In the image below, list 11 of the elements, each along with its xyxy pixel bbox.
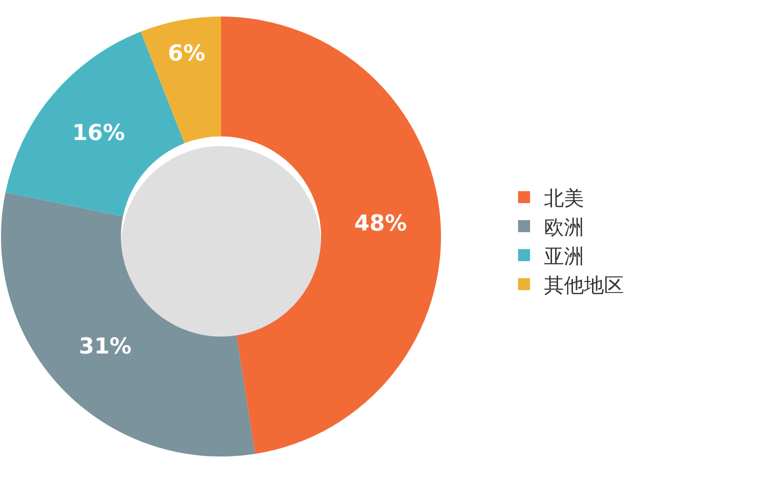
donut-slice bbox=[1, 192, 256, 456]
donut-slice bbox=[140, 16, 221, 144]
legend-label: 欧洲 bbox=[544, 214, 584, 239]
data-label: 31% bbox=[78, 334, 132, 360]
legend-label: 亚洲 bbox=[544, 244, 584, 268]
legend-label: 其他地区 bbox=[544, 272, 624, 297]
data-label: 16% bbox=[72, 120, 125, 146]
legend-label: 北美 bbox=[544, 186, 584, 210]
donut-slice bbox=[221, 16, 441, 454]
data-label: 6% bbox=[168, 42, 206, 67]
data-label: 48% bbox=[354, 212, 407, 237]
